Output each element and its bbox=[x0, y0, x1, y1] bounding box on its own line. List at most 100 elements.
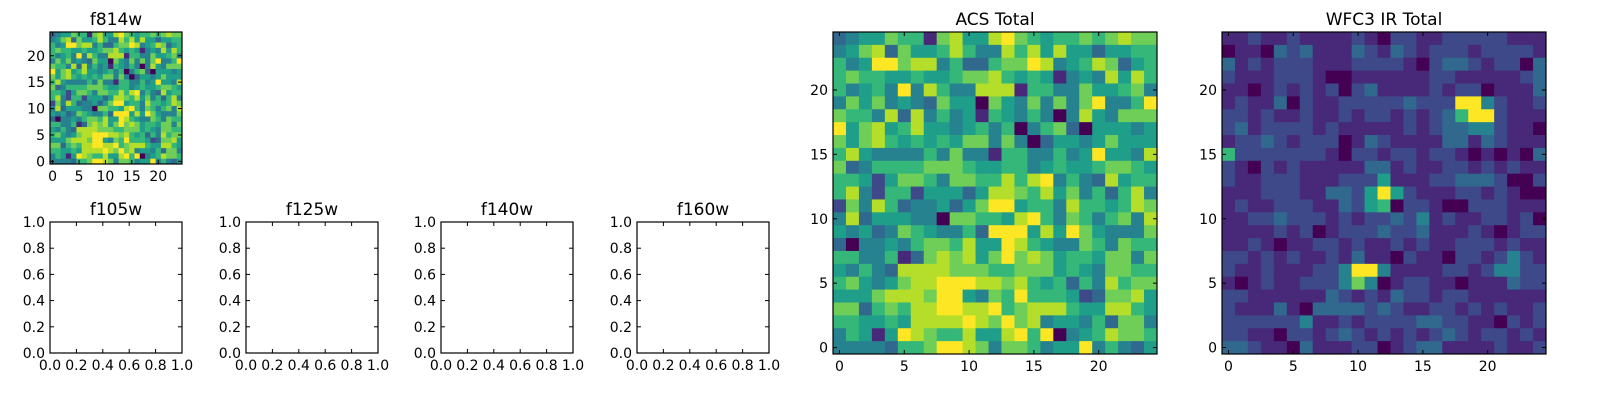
heatmap-cell bbox=[1260, 96, 1275, 110]
heatmap-cell bbox=[171, 111, 178, 117]
heatmap-cell bbox=[1260, 135, 1275, 149]
heatmap-cell bbox=[139, 116, 146, 123]
heatmap-cell bbox=[145, 79, 151, 86]
heatmap-cell bbox=[1040, 96, 1054, 110]
heatmap-cell bbox=[1222, 122, 1236, 136]
heatmap-cell bbox=[949, 83, 963, 97]
heatmap-cell bbox=[1286, 238, 1301, 252]
heatmap-cell bbox=[1312, 199, 1327, 213]
heatmap-cell bbox=[60, 37, 67, 43]
heatmap-cell bbox=[1027, 122, 1041, 136]
heatmap-cell bbox=[155, 116, 162, 123]
heatmap-cell bbox=[845, 160, 860, 175]
heatmap-cell bbox=[65, 127, 72, 133]
heatmap-cell bbox=[123, 42, 130, 49]
heatmap-cell bbox=[1468, 70, 1482, 84]
heatmap-cell bbox=[871, 83, 886, 97]
heatmap-cell bbox=[129, 58, 135, 65]
heatmap-cell bbox=[86, 137, 93, 144]
heatmap-cell bbox=[118, 47, 125, 54]
heatmap-cell bbox=[1118, 315, 1132, 329]
heatmap-cell bbox=[134, 127, 141, 133]
heatmap-cell bbox=[1364, 238, 1378, 252]
heatmap-cell bbox=[1260, 250, 1275, 265]
heatmap-cell bbox=[1403, 225, 1417, 239]
heatmap-cell bbox=[949, 173, 963, 187]
heatmap-cell bbox=[1066, 212, 1080, 226]
heatmap-cell bbox=[1027, 263, 1041, 278]
heatmap-cell bbox=[845, 83, 860, 97]
heatmap-cell bbox=[113, 32, 120, 38]
heatmap-cell bbox=[55, 47, 61, 54]
heatmap-cell bbox=[139, 58, 146, 65]
heatmap-cell bbox=[108, 116, 114, 123]
heatmap-cell bbox=[1092, 160, 1106, 175]
heatmap-cell bbox=[65, 37, 72, 43]
heatmap-cell bbox=[102, 132, 109, 138]
heatmap-cell bbox=[1105, 250, 1119, 265]
heatmap-cell bbox=[1118, 199, 1132, 213]
heatmap-cell bbox=[1338, 96, 1352, 110]
heatmap-cell bbox=[1468, 341, 1482, 355]
heatmap-cell bbox=[884, 57, 899, 72]
heatmap-cell bbox=[1001, 147, 1015, 162]
heatmap-cell bbox=[118, 53, 125, 59]
heatmap-cell bbox=[1001, 70, 1015, 84]
heatmap-cell bbox=[962, 147, 976, 162]
heatmap-cell bbox=[60, 53, 67, 59]
heatmap-cell bbox=[1222, 315, 1236, 329]
heatmap-cell bbox=[92, 68, 98, 75]
heatmap-cell bbox=[65, 95, 72, 102]
heatmap-cell bbox=[102, 53, 109, 59]
heatmap-cell bbox=[1455, 250, 1469, 265]
heatmap-cell bbox=[1299, 44, 1314, 59]
x-tick-label: 0.8 bbox=[340, 358, 362, 374]
heatmap-cell bbox=[1027, 315, 1041, 329]
heatmap-cell bbox=[962, 122, 976, 136]
heatmap-cell bbox=[1507, 160, 1521, 175]
heatmap-cell bbox=[1079, 186, 1093, 200]
heatmap-cell bbox=[134, 37, 141, 43]
heatmap-cell bbox=[858, 122, 873, 136]
heatmap-cell bbox=[1247, 83, 1262, 97]
heatmap-cell bbox=[1247, 225, 1262, 239]
x-tick-label: 0.4 bbox=[679, 358, 701, 374]
heatmap-cell bbox=[50, 95, 56, 102]
heatmap-cell bbox=[176, 137, 183, 144]
heatmap-cell bbox=[1053, 147, 1067, 162]
heatmap-cell bbox=[155, 90, 162, 96]
heatmap-cell bbox=[975, 199, 989, 213]
heatmap-cell bbox=[1247, 289, 1262, 303]
heatmap-cell bbox=[134, 42, 141, 49]
heatmap-cell bbox=[71, 137, 77, 144]
heatmap-cell bbox=[1053, 186, 1067, 200]
heatmap-cell bbox=[1066, 160, 1080, 175]
heatmap-cell bbox=[1273, 263, 1288, 278]
heatmap-cell bbox=[897, 238, 912, 252]
y-tick-label: 20 bbox=[810, 83, 828, 99]
heatmap-cell bbox=[1520, 83, 1534, 97]
heatmap-cell bbox=[55, 37, 61, 43]
heatmap-cell bbox=[1455, 135, 1469, 149]
heatmap-cell bbox=[1286, 276, 1301, 290]
heatmap-cell bbox=[1494, 250, 1508, 265]
heatmap-cell bbox=[129, 100, 135, 107]
heatmap-cell bbox=[1416, 122, 1430, 136]
heatmap-cell bbox=[50, 84, 56, 91]
heatmap-cell bbox=[988, 122, 1002, 136]
heatmap-cell bbox=[1364, 44, 1378, 59]
heatmap-cell bbox=[1455, 160, 1469, 175]
heatmap-cell bbox=[1494, 341, 1508, 355]
heatmap-cell bbox=[166, 63, 172, 70]
heatmap-cell bbox=[1494, 276, 1508, 290]
heatmap-cell bbox=[1079, 315, 1093, 329]
heatmap-cell bbox=[1105, 109, 1119, 123]
heatmap-cell bbox=[1494, 238, 1508, 252]
heatmap-cell bbox=[858, 32, 873, 46]
y-tick-label: 10 bbox=[27, 102, 45, 118]
heatmap-cell bbox=[1234, 44, 1249, 59]
heatmap-cell bbox=[1299, 225, 1314, 239]
heatmap-cell bbox=[134, 105, 141, 112]
heatmap-cell bbox=[118, 84, 125, 91]
